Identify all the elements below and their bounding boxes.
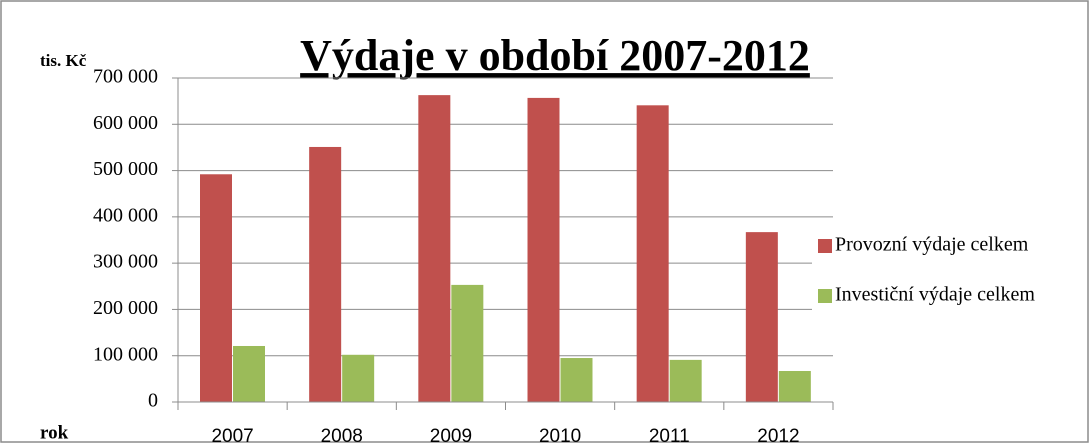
x-tick-label: 2012 (757, 426, 799, 444)
x-tick-label: 2008 (321, 426, 363, 444)
legend-label: Provozní výdaje celkem (835, 234, 1029, 256)
x-tick-label: 2009 (430, 426, 472, 444)
x-tick-label: 2007 (211, 426, 253, 444)
bar (527, 97, 560, 402)
legend-swatch (818, 289, 832, 303)
bar (636, 105, 669, 403)
bar (451, 284, 484, 402)
legend-box (812, 226, 1084, 322)
legend-swatch (818, 239, 832, 253)
x-axis-label: rok (40, 422, 69, 443)
bar (418, 95, 451, 402)
x-tick-label: 2010 (539, 426, 581, 444)
y-tick-label: 200 000 (93, 297, 158, 319)
y-tick-label: 400 000 (93, 204, 158, 226)
bar (560, 358, 593, 402)
x-tick-label: 2011 (649, 426, 690, 444)
bar (745, 232, 778, 402)
y-axis-label: tis. Kč (40, 51, 87, 70)
y-tick-label: 500 000 (93, 158, 158, 180)
chart-title: Výdaje v období 2007-2012 (300, 31, 810, 80)
bar (342, 354, 375, 402)
bar (200, 174, 232, 402)
bar (309, 146, 342, 402)
y-tick-label: 300 000 (93, 251, 158, 273)
y-tick-label: 100 000 (93, 343, 158, 365)
legend-label: Investiční výdaje celkem (835, 284, 1035, 306)
y-tick-label: 700 000 (93, 66, 158, 88)
y-tick-label: 600 000 (93, 112, 158, 134)
y-tick-label: 0 (148, 390, 158, 412)
bar (669, 359, 702, 402)
bar (233, 345, 265, 402)
bar (778, 370, 811, 402)
